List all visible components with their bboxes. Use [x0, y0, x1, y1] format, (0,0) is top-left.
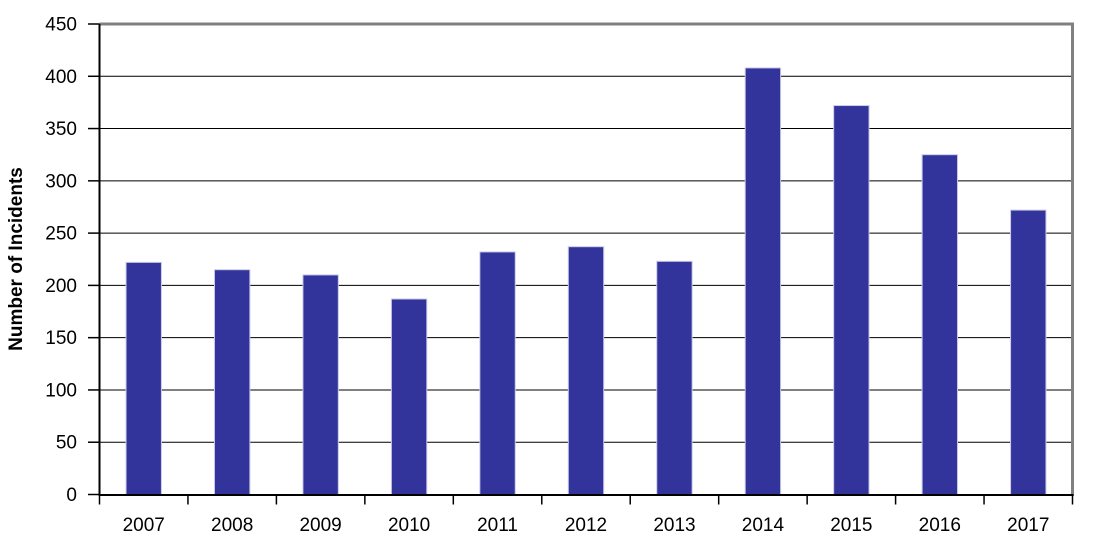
x-tick-label-2010: 2010 — [388, 515, 430, 536]
label-layer: 0 50 100 150 200 250 300 350 400 450 2007 2008 2009 2… — [45, 15, 1049, 537]
y-tick-label-0: 0 — [66, 485, 77, 506]
x-tick-label-2009: 2009 — [299, 515, 341, 536]
bar-2012 — [567, 246, 605, 495]
x-tick-label-2012: 2012 — [565, 515, 607, 536]
bar-2009 — [302, 274, 339, 495]
x-tick-label-2008: 2008 — [211, 515, 253, 536]
bar-2010 — [390, 298, 428, 495]
x-tick-label-2017: 2017 — [1007, 515, 1049, 536]
y-tick-label-400: 400 — [45, 67, 77, 88]
x-tick-label-2015: 2015 — [830, 515, 872, 536]
y-tick-label-50: 50 — [56, 433, 77, 454]
bar-2015 — [833, 105, 870, 495]
y-axis-title: Number of Incidents — [6, 167, 27, 351]
gridline-layer — [99, 22, 1074, 496]
y-tick-label-350: 350 — [45, 119, 77, 140]
x-tick-label-2014: 2014 — [742, 515, 785, 536]
bar-2017 — [1010, 209, 1047, 495]
x-tick-label-2011: 2011 — [477, 515, 518, 536]
y-tick-label-200: 200 — [45, 276, 77, 297]
bar-2013 — [656, 260, 693, 496]
y-tick-label-250: 250 — [45, 224, 77, 245]
y-tick-label-150: 150 — [45, 328, 77, 349]
y-tick-label-450: 450 — [45, 15, 77, 36]
bar-2007 — [125, 261, 162, 495]
bar-2008 — [213, 269, 251, 496]
bar-2014 — [744, 67, 782, 495]
x-tick-label-2013: 2013 — [653, 515, 695, 536]
axis-layer — [88, 23, 1074, 505]
y-tick-label-100: 100 — [45, 380, 77, 401]
bar-layer — [125, 67, 1047, 496]
x-tick-label-2016: 2016 — [919, 515, 961, 536]
y-tick-label-300: 300 — [45, 171, 77, 192]
x-tick-label-2007: 2007 — [123, 515, 165, 536]
bar-2011 — [479, 251, 516, 495]
bar-2016 — [921, 154, 959, 495]
